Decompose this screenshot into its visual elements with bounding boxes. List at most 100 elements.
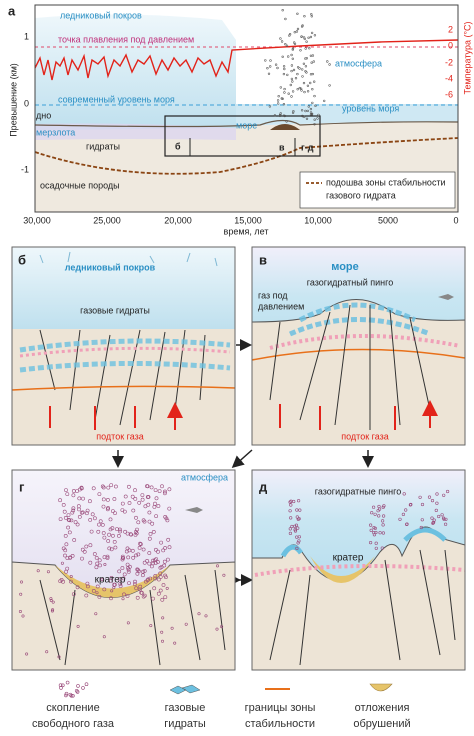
gas-bubble (117, 577, 122, 582)
gas-bubble (142, 569, 147, 573)
gas-bubble (266, 66, 269, 70)
gas-bubble (156, 549, 160, 554)
gas-bubble (64, 488, 68, 493)
gas-bubble (288, 531, 293, 536)
fault (39, 569, 226, 666)
gas-bubble (311, 87, 314, 91)
gas-bubble (312, 60, 315, 63)
gas-bubble (301, 75, 304, 78)
gas-bubble (284, 42, 287, 46)
gas-bubble (81, 496, 85, 501)
gas-bubble (281, 55, 284, 58)
gas-bubble (404, 508, 408, 512)
gas-bubble (402, 492, 406, 496)
gas-bubble (140, 573, 145, 578)
gas-bubble (303, 90, 306, 94)
gas-bubble (381, 531, 386, 535)
panel-g: г атмосфера кратер (11, 469, 236, 671)
gas-bubble (60, 683, 65, 688)
gas-bubble (66, 513, 71, 518)
gas-bubble (165, 586, 169, 590)
gas-bubble (306, 90, 310, 93)
gas-bubble (109, 578, 113, 583)
gas-bubble (65, 680, 70, 685)
gas-bubble (285, 44, 289, 47)
gas-bubble (305, 57, 308, 60)
gas-bubble (280, 40, 284, 43)
gas-bubble (107, 532, 112, 537)
gas-bubble (159, 565, 164, 569)
gas-bubble (314, 104, 317, 108)
gas-bubble (297, 535, 302, 539)
gas-bubble (287, 55, 290, 58)
gas-bubble (420, 502, 425, 507)
gas-bubble (296, 12, 299, 16)
gas-bubble (316, 117, 319, 120)
gas-bubble (142, 560, 147, 565)
gas-bubble (142, 593, 147, 598)
gas-bubble (70, 510, 75, 515)
gas-bubble (88, 499, 92, 504)
gas-bubble (90, 512, 95, 517)
x-tick-label: 30,000 (23, 215, 51, 225)
gas-bubble (301, 114, 304, 118)
gas-bubble (92, 552, 97, 556)
gas-bubble (117, 569, 122, 574)
gas-bubble (94, 565, 99, 570)
gas-bubble (163, 573, 168, 578)
gas-bubble (101, 485, 106, 490)
legend-icon-hydrate (169, 684, 201, 695)
gas-bubble (70, 554, 75, 558)
gas-bubble (297, 539, 301, 543)
y-axis-title: Превышение (км) (8, 63, 18, 137)
gas-bubble (127, 501, 132, 505)
y2-tick-label: 2 (448, 24, 453, 34)
gas-bubble (127, 548, 132, 553)
gas-bubble (98, 563, 102, 568)
gas-bubble (84, 682, 89, 687)
gas-bubble (268, 105, 272, 108)
gas-bubble (85, 508, 90, 513)
gas-bubble (76, 684, 80, 688)
panel-d: д газогидратные пинго кратер (251, 469, 466, 671)
label: ледниковый покров (65, 262, 156, 272)
gas-bubble (323, 99, 326, 103)
gas-bubble (114, 484, 118, 489)
gas-bubble (77, 496, 82, 501)
gas-bubble (162, 491, 167, 496)
y2-tick-label: -4 (445, 73, 453, 83)
gas-bubble (134, 515, 138, 520)
gas-bubble (160, 484, 164, 489)
gas-bubble (197, 612, 201, 616)
gas-bubble (126, 570, 131, 574)
gas-bubble (311, 101, 314, 105)
gas-bubble (313, 94, 316, 98)
panel-frame (11, 246, 236, 446)
gas-bubble (150, 521, 155, 526)
legend-icon-deposit (369, 683, 393, 692)
gas-bubble (151, 561, 155, 566)
gas-bubble (140, 493, 145, 498)
gas-bubble (96, 529, 101, 534)
zoom-box (164, 115, 321, 157)
gas-bubble (64, 691, 69, 696)
gas-bubble (113, 545, 118, 550)
gas-bubble (304, 65, 308, 68)
legend-label: свободного газа (32, 718, 115, 730)
gas-bubble (313, 80, 316, 83)
gas-bubble (63, 534, 68, 538)
gas-bubble (84, 593, 89, 598)
label: в (279, 142, 285, 152)
gas-bubble (377, 514, 381, 518)
gas-bubble (86, 584, 90, 589)
label: газогидратные пинго (315, 486, 401, 496)
gas-bubble (57, 655, 61, 659)
gas-bubble (377, 504, 381, 509)
y2-tick-label: 0 (448, 40, 453, 50)
gas-bubble (136, 552, 141, 557)
fault (269, 549, 456, 666)
gas-bubble (51, 600, 55, 604)
gas-bubble (68, 692, 73, 697)
legend-label: подошва зоны стабильности (326, 177, 446, 187)
gas-bubble (147, 551, 152, 555)
